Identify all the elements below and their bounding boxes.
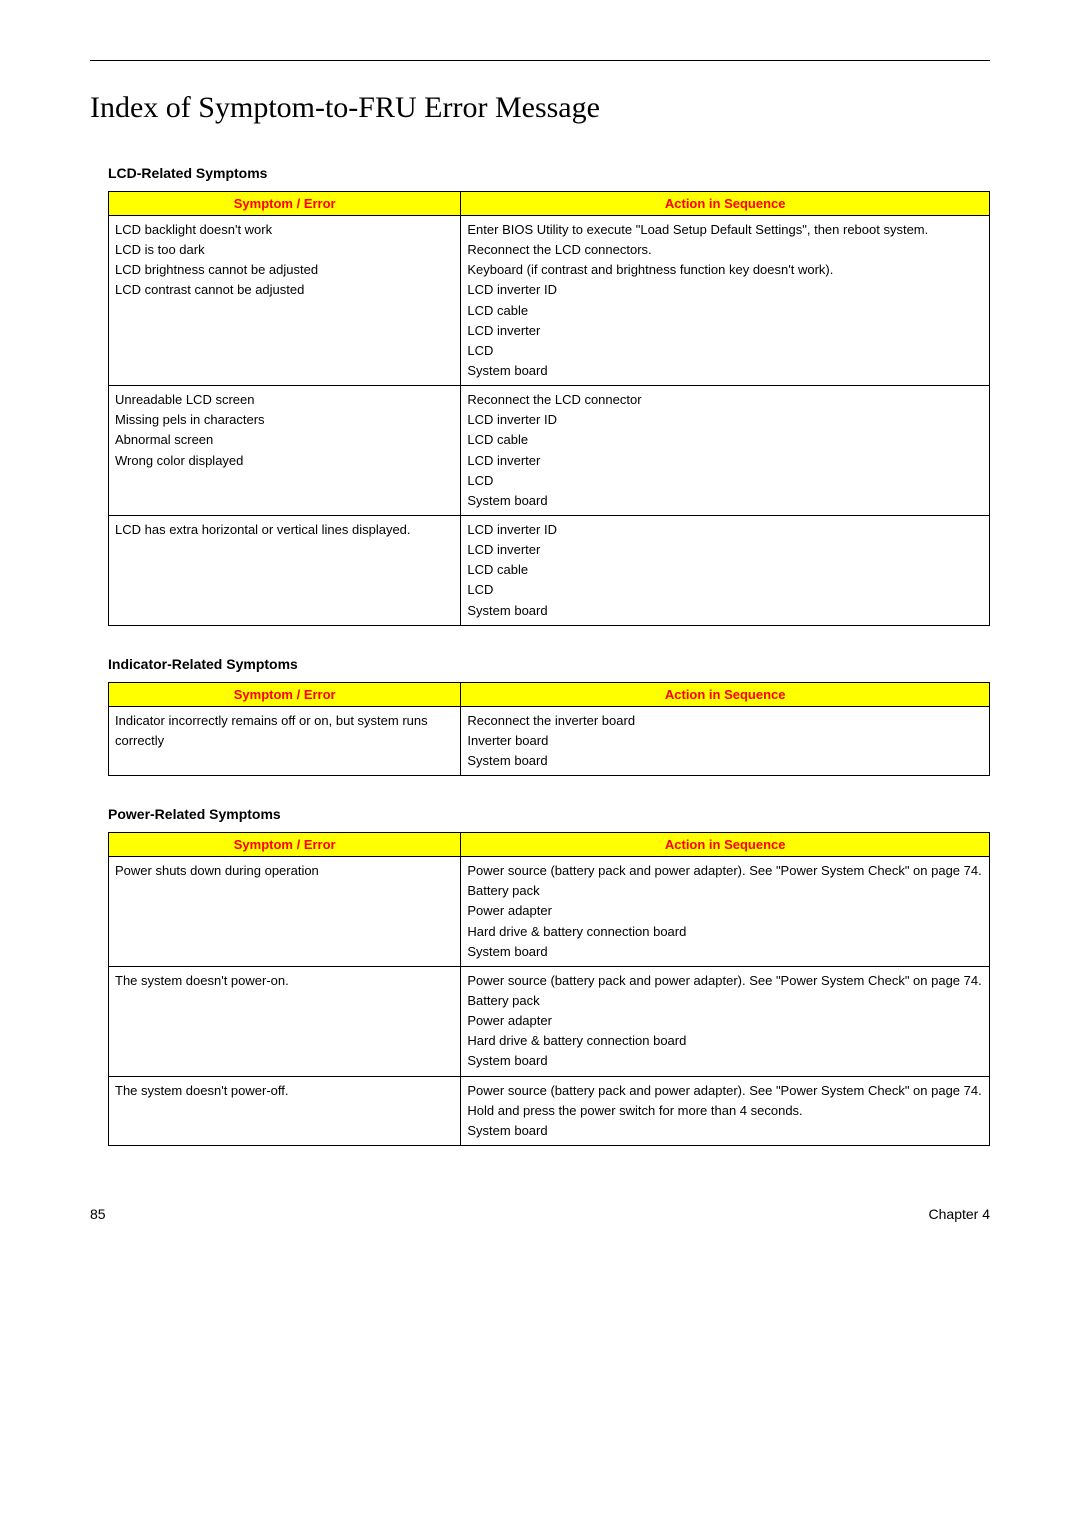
action-line: LCD cable	[467, 301, 983, 321]
symptom-cell: Power shuts down during operation	[109, 857, 461, 967]
action-line: Hard drive & battery connection board	[467, 922, 983, 942]
symptom-cell: The system doesn't power-on.	[109, 966, 461, 1076]
action-line: Power adapter	[467, 1011, 983, 1031]
page-number: 85	[90, 1206, 106, 1222]
table-row: The system doesn't power-on. Power source…	[109, 966, 990, 1076]
header-rule	[90, 60, 990, 61]
action-line: LCD	[467, 471, 983, 491]
page-footer: 85 Chapter 4	[90, 1206, 990, 1222]
symptom-line: LCD brightness cannot be adjusted	[115, 260, 454, 280]
col-header-action: Action in Sequence	[461, 833, 990, 857]
symptom-line: LCD contrast cannot be adjusted	[115, 280, 454, 300]
action-line: Reconnect the LCD connectors.	[467, 240, 983, 260]
action-line: Inverter board	[467, 731, 983, 751]
action-line: System board	[467, 751, 983, 771]
sections-container: LCD-Related SymptomsSymptom / ErrorActio…	[90, 165, 990, 1146]
symptom-line: Wrong color displayed	[115, 451, 454, 471]
action-line: Reconnect the inverter board	[467, 711, 983, 731]
action-cell: Reconnect the LCD connectorLCD inverter …	[461, 386, 990, 516]
table-row: The system doesn't power-off. Power sourc…	[109, 1076, 990, 1145]
action-line: LCD inverter	[467, 540, 983, 560]
action-line: System board	[467, 942, 983, 962]
page-title: Index of Symptom-to-FRU Error Message	[90, 91, 990, 125]
action-line: Power source (battery pack and power ada…	[467, 861, 983, 881]
symptom-line: The system doesn't power-on.	[115, 971, 454, 991]
section: Power-Related Symptoms Symptom / ErrorAct…	[108, 806, 990, 1146]
action-cell: Reconnect the inverter boardInverter boa…	[461, 706, 990, 775]
action-line: System board	[467, 1121, 983, 1141]
action-line: System board	[467, 361, 983, 381]
action-line: LCD	[467, 580, 983, 600]
action-line: Battery pack	[467, 881, 983, 901]
symptom-line: Power shuts down during operation	[115, 861, 454, 881]
action-line: System board	[467, 601, 983, 621]
symptom-line: Abnormal screen	[115, 430, 454, 450]
action-line: LCD cable	[467, 430, 983, 450]
section-title: LCD-Related Symptoms	[108, 165, 990, 181]
action-cell: Power source (battery pack and power ada…	[461, 1076, 990, 1145]
action-cell: Power source (battery pack and power ada…	[461, 857, 990, 967]
symptom-line: LCD has extra horizontal or vertical lin…	[115, 520, 454, 540]
section-title: Power-Related Symptoms	[108, 806, 990, 822]
action-line: Enter BIOS Utility to execute "Load Setu…	[467, 220, 983, 240]
action-line: Keyboard (if contrast and brightness fun…	[467, 260, 983, 280]
action-line: LCD inverter ID	[467, 280, 983, 300]
symptom-line: LCD is too dark	[115, 240, 454, 260]
chapter-label: Chapter 4	[929, 1206, 990, 1222]
section: Indicator-Related Symptoms Symptom / Erro…	[108, 656, 990, 776]
symptom-line: LCD backlight doesn't work	[115, 220, 454, 240]
col-header-action: Action in Sequence	[461, 682, 990, 706]
action-line: LCD inverter	[467, 451, 983, 471]
table-row: LCD backlight doesn't workLCD is too dar…	[109, 216, 990, 386]
col-header-action: Action in Sequence	[461, 192, 990, 216]
section-title: Indicator-Related Symptoms	[108, 656, 990, 672]
action-line: LCD inverter ID	[467, 520, 983, 540]
action-line: Hard drive & battery connection board	[467, 1031, 983, 1051]
action-line: System board	[467, 1051, 983, 1071]
symptom-table: Symptom / ErrorAction in Sequence Indicat…	[108, 682, 990, 776]
table-row: Indicator incorrectly remains off or on,…	[109, 706, 990, 775]
action-line: LCD cable	[467, 560, 983, 580]
action-line: Power source (battery pack and power ada…	[467, 971, 983, 991]
action-line: LCD inverter	[467, 321, 983, 341]
action-line: System board	[467, 491, 983, 511]
col-header-symptom: Symptom / Error	[109, 833, 461, 857]
col-header-symptom: Symptom / Error	[109, 682, 461, 706]
table-row: Unreadable LCD screenMissing pels in cha…	[109, 386, 990, 516]
action-line: Battery pack	[467, 991, 983, 1011]
section: LCD-Related Symptoms Symptom / ErrorActio…	[108, 165, 990, 626]
action-line: Power adapter	[467, 901, 983, 921]
action-line: LCD inverter ID	[467, 410, 983, 430]
action-line: Power source (battery pack and power ada…	[467, 1081, 983, 1101]
action-line: Hold and press the power switch for more…	[467, 1101, 983, 1121]
symptom-line: Unreadable LCD screen	[115, 390, 454, 410]
col-header-symptom: Symptom / Error	[109, 192, 461, 216]
symptom-cell: Indicator incorrectly remains off or on,…	[109, 706, 461, 775]
action-cell: LCD inverter IDLCD inverterLCD cableLCDS…	[461, 515, 990, 625]
table-row: LCD has extra horizontal or vertical lin…	[109, 515, 990, 625]
action-cell: Enter BIOS Utility to execute "Load Setu…	[461, 216, 990, 386]
symptom-table: Symptom / ErrorAction in SequenceLCD bac…	[108, 191, 990, 626]
action-line: Reconnect the LCD connector	[467, 390, 983, 410]
symptom-line: The system doesn't power-off.	[115, 1081, 454, 1101]
action-cell: Power source (battery pack and power ada…	[461, 966, 990, 1076]
symptom-cell: LCD backlight doesn't workLCD is too dar…	[109, 216, 461, 386]
symptom-table: Symptom / ErrorAction in SequencePower s…	[108, 832, 990, 1146]
symptom-cell: LCD has extra horizontal or vertical lin…	[109, 515, 461, 625]
symptom-cell: Unreadable LCD screenMissing pels in cha…	[109, 386, 461, 516]
table-row: Power shuts down during operation Power s…	[109, 857, 990, 967]
symptom-line: Indicator incorrectly remains off or on,…	[115, 711, 454, 751]
symptom-cell: The system doesn't power-off.	[109, 1076, 461, 1145]
action-line: LCD	[467, 341, 983, 361]
symptom-line: Missing pels in characters	[115, 410, 454, 430]
